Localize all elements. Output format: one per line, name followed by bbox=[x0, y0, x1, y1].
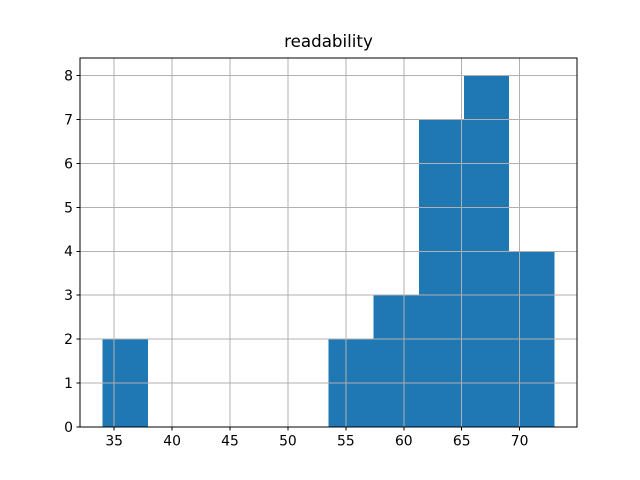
x-tick-label: 45 bbox=[221, 434, 239, 450]
x-tick-label: 55 bbox=[337, 434, 355, 450]
histogram-bar bbox=[418, 119, 465, 427]
y-tick-label: 0 bbox=[64, 420, 73, 436]
y-tick-label: 5 bbox=[64, 200, 73, 216]
x-tick-label: 70 bbox=[511, 434, 529, 450]
y-tick-label: 6 bbox=[64, 156, 73, 172]
y-tick-label: 3 bbox=[64, 288, 73, 304]
x-tick-label: 40 bbox=[163, 434, 181, 450]
y-tick-label: 1 bbox=[64, 376, 73, 392]
x-tick-label: 65 bbox=[453, 434, 471, 450]
y-tick-label: 2 bbox=[64, 332, 73, 348]
y-tick-label: 8 bbox=[64, 68, 73, 84]
x-tick-label: 35 bbox=[105, 434, 123, 450]
y-tick-label: 4 bbox=[64, 244, 73, 260]
y-tick-label: 7 bbox=[64, 112, 73, 128]
tick-marks bbox=[76, 75, 521, 431]
histogram-bar bbox=[373, 295, 419, 427]
x-tick-label: 50 bbox=[279, 434, 297, 450]
chart-title: readability bbox=[284, 31, 373, 51]
grid-lines bbox=[80, 58, 577, 428]
plot-border bbox=[79, 57, 578, 428]
x-tick-label: 60 bbox=[395, 434, 413, 450]
